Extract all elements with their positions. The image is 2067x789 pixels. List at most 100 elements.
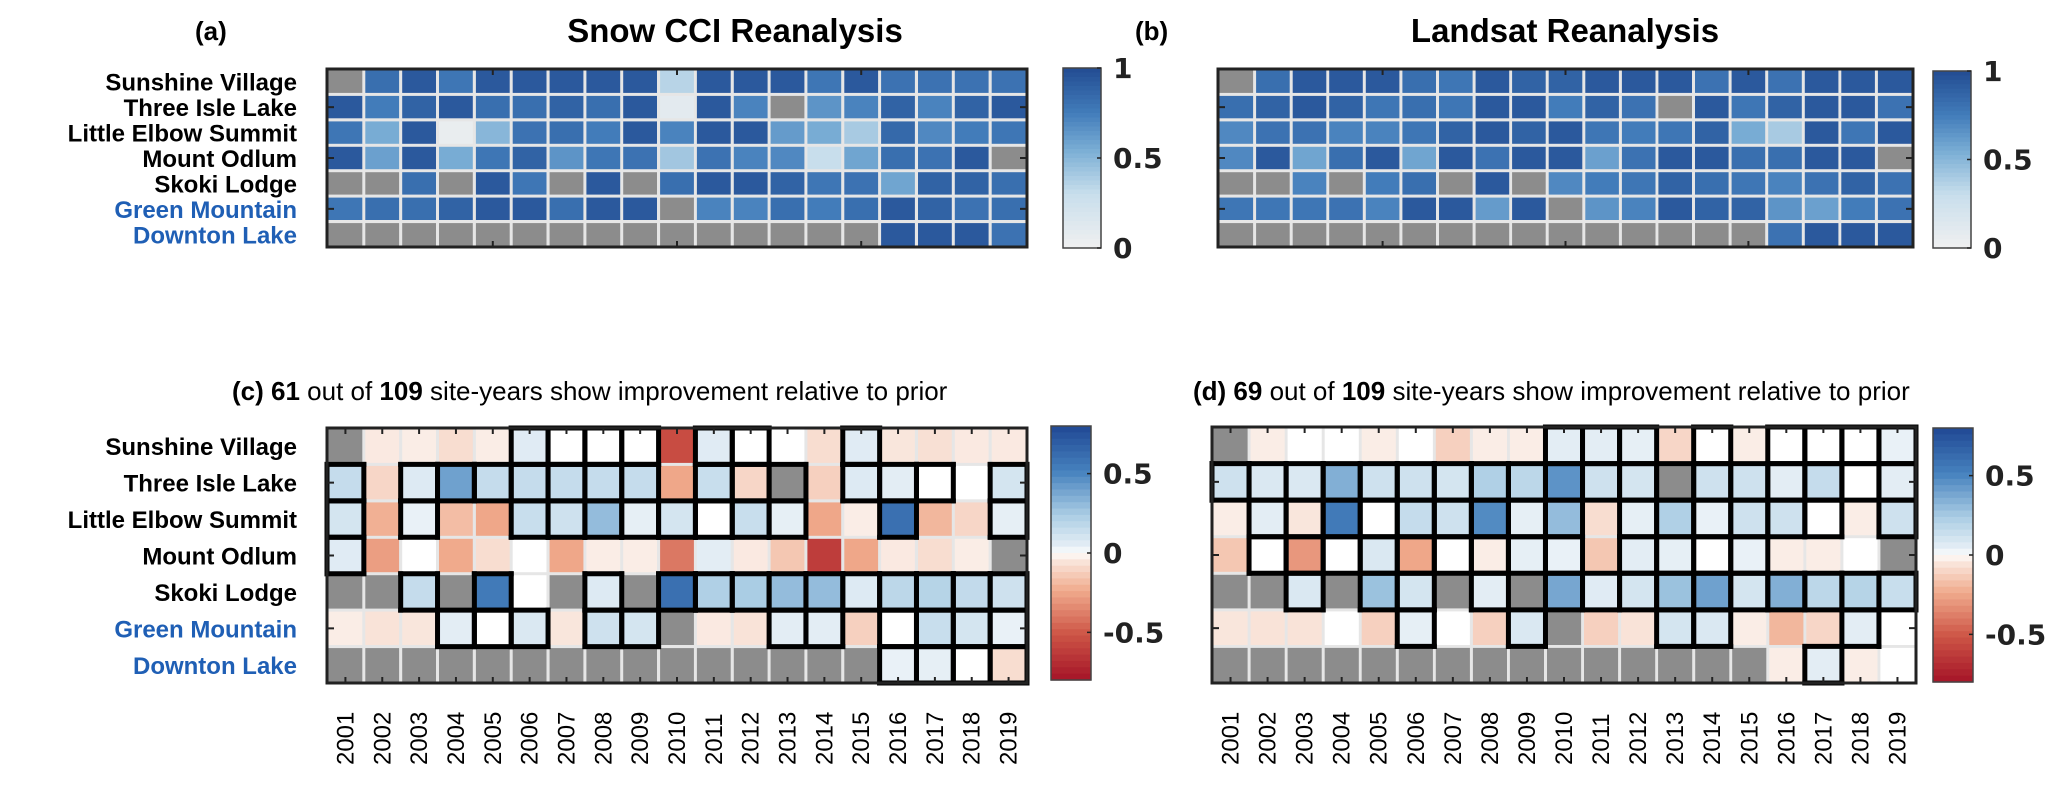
heatmap-cell <box>1843 538 1878 572</box>
heatmap-cell <box>660 502 694 536</box>
heatmap-cell <box>844 121 879 144</box>
heatmap-cell <box>844 197 879 220</box>
heatmap-cell <box>1213 501 1248 536</box>
heatmap-cell-missing <box>1324 574 1359 609</box>
heatmap-cell-missing <box>660 197 694 220</box>
heatmap-cell <box>1621 70 1656 93</box>
heatmap-cell <box>1769 647 1804 682</box>
heatmap-cell <box>991 575 1026 609</box>
heatmap-cell <box>1658 70 1692 93</box>
heatmap-cell-missing <box>1547 611 1582 645</box>
heatmap-cell <box>660 172 694 195</box>
colorbar-segment <box>1051 591 1091 599</box>
heatmap-cell <box>1439 197 1473 220</box>
heatmap-cell-missing <box>586 223 621 246</box>
heatmap-cell <box>586 465 621 500</box>
heatmap-cell <box>1287 501 1322 536</box>
heatmap-cell <box>1769 501 1804 536</box>
colorbar-segment <box>1933 478 1973 486</box>
heatmap-cell <box>586 538 621 573</box>
heatmap-cell <box>1439 146 1473 170</box>
heatmap-cell <box>549 121 584 144</box>
heatmap-cell <box>991 611 1026 645</box>
heatmap-cell <box>1658 538 1693 572</box>
panel-label: (c) <box>232 376 271 406</box>
colorbar-segment <box>1933 516 1973 524</box>
panel-label: (a) <box>195 16 227 46</box>
colorbar-segment <box>1933 593 1973 601</box>
colorbar-segment <box>1063 140 1101 146</box>
heatmap-cell-missing <box>807 223 842 246</box>
heatmap-cell <box>1472 611 1507 645</box>
colorbar-segment <box>1063 95 1101 101</box>
heatmap-cell-missing <box>1435 574 1470 609</box>
row-label: Mount Odlum <box>142 146 297 173</box>
colorbar-segment <box>1933 101 1971 107</box>
heatmap-cell <box>475 502 510 536</box>
colorbar-segment <box>1051 673 1091 681</box>
heatmap-cell <box>1256 146 1290 170</box>
heatmap-cell <box>1365 172 1400 195</box>
colorbar-segment <box>1051 635 1091 643</box>
heatmap-cell <box>1768 95 1802 119</box>
title-count: 69 <box>1233 376 1262 406</box>
heatmap-cell <box>365 538 400 573</box>
heatmap-cell-missing <box>365 648 400 682</box>
heatmap-cell-missing <box>1287 647 1322 682</box>
heatmap-cell-missing <box>696 648 731 682</box>
heatmap-cell <box>807 575 842 609</box>
heatmap-cell <box>1584 538 1619 572</box>
colorbar-segment <box>1933 132 1971 138</box>
heatmap-cell <box>1695 172 1729 195</box>
heatmap-cell-missing <box>1658 223 1692 246</box>
heatmap-cell <box>1402 172 1436 195</box>
panel-label: (d) <box>1193 376 1233 406</box>
heatmap-cell <box>918 429 952 463</box>
heatmap-cell <box>918 197 952 220</box>
heatmap-cell <box>1658 428 1693 463</box>
heatmap-cell <box>1365 70 1400 93</box>
heatmap-cell <box>549 95 584 119</box>
row-label: Skoki Lodge <box>154 580 297 607</box>
heatmap-cell <box>1769 574 1804 609</box>
heatmap-cell <box>1695 146 1729 170</box>
heatmap-cell <box>402 146 436 170</box>
heatmap-cell <box>770 146 805 170</box>
heatmap-cell <box>1804 146 1839 170</box>
heatmap-cell-missing <box>1880 538 1915 572</box>
heatmap-cell-missing <box>328 223 363 246</box>
heatmap-cell <box>844 611 879 645</box>
heatmap-cell <box>1804 172 1839 195</box>
heatmap-cell <box>365 502 400 536</box>
heatmap-cell <box>512 172 547 195</box>
colorbar-segment <box>1933 79 1971 85</box>
heatmap-cell <box>1365 197 1400 220</box>
heatmap-cell <box>1547 465 1582 499</box>
heatmap-cell <box>1768 172 1802 195</box>
heatmap-cell <box>402 575 436 609</box>
heatmap-cell-missing <box>770 648 805 682</box>
heatmap-cell <box>660 146 694 170</box>
heatmap-cell <box>918 538 952 573</box>
heatmap-cell <box>1695 197 1729 220</box>
heatmap-cell <box>1472 465 1507 499</box>
colorbar-segment <box>1933 428 1973 435</box>
x-tick-label: 2002 <box>1255 712 1282 765</box>
row-label: Mount Odlum <box>142 544 297 571</box>
heatmap-cell-missing <box>475 223 510 246</box>
heatmap-cell <box>1621 574 1656 609</box>
heatmap-cell <box>991 172 1026 195</box>
heatmap-cell-missing <box>1398 647 1433 682</box>
heatmap-cell <box>1361 538 1396 572</box>
colorbar-segment <box>1933 194 1971 200</box>
heatmap-cell <box>1250 611 1285 645</box>
colorbar-segment <box>1063 117 1101 123</box>
heatmap-cell <box>402 465 436 500</box>
heatmap-cell <box>1731 172 1766 195</box>
heatmap-cell-missing <box>623 648 657 682</box>
colorbar-segment <box>1051 641 1091 649</box>
heatmap-cell <box>1324 538 1359 572</box>
heatmap-cell <box>1324 465 1359 499</box>
colorbar-segment <box>1933 124 1971 130</box>
